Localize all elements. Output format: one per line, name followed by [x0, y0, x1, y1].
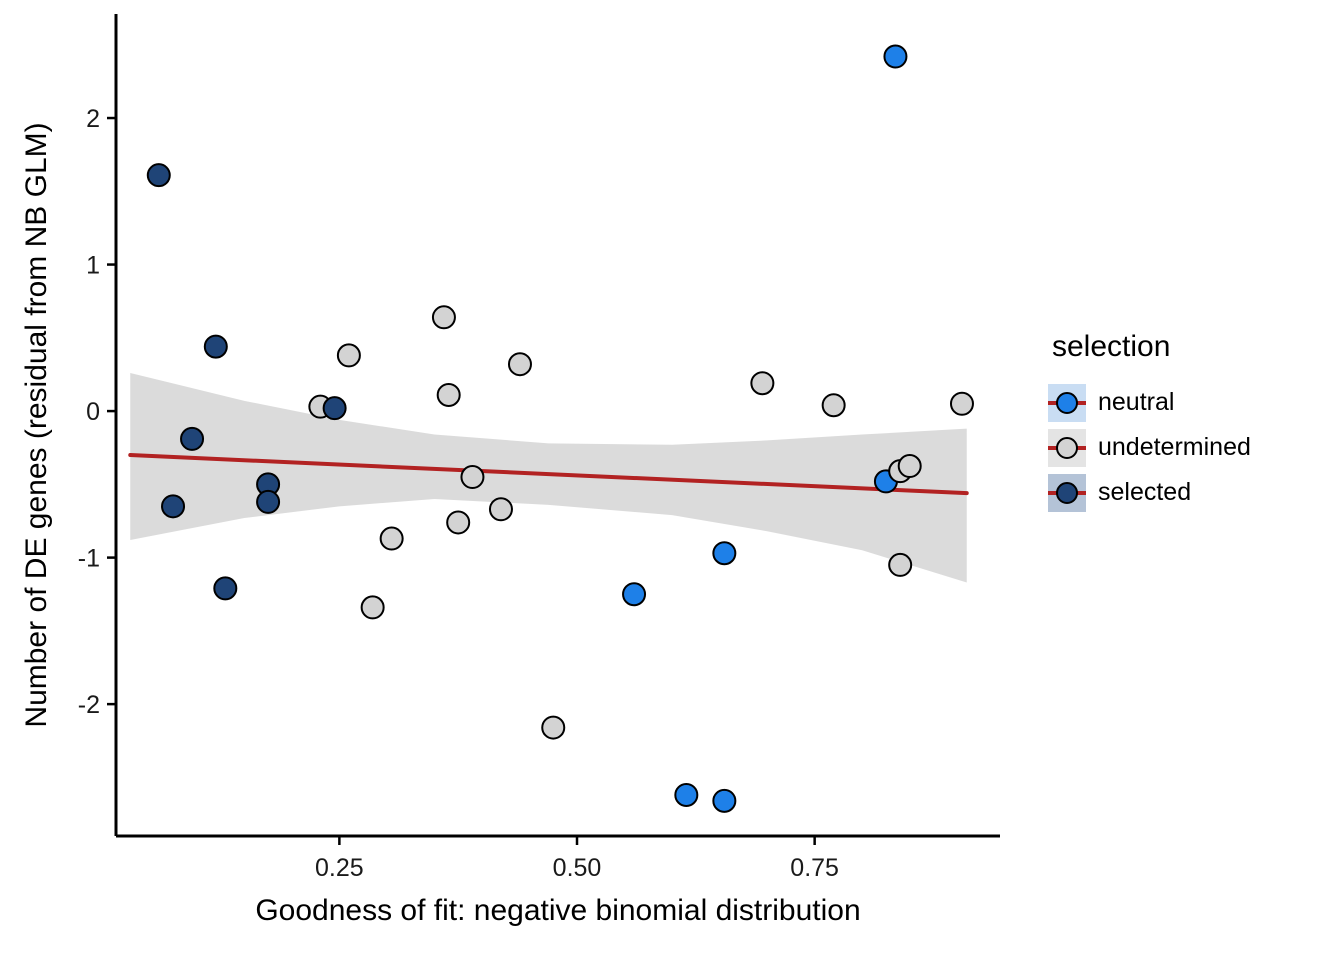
- data-point-undetermined: [897, 454, 922, 479]
- legend-items: neutral undetermined selected: [1048, 380, 1251, 515]
- data-point-undetermined: [460, 465, 485, 490]
- data-point-selected: [322, 396, 347, 421]
- regression-line-layer: [128, 453, 969, 496]
- x-tick-label: 0.25: [315, 854, 364, 882]
- data-points-layer: [146, 44, 974, 813]
- data-point-undetermined: [360, 595, 385, 620]
- confidence-band: [130, 372, 967, 583]
- y-tick-label: -2: [78, 691, 100, 719]
- data-point-undetermined: [821, 393, 846, 418]
- data-point-undetermined: [949, 391, 974, 416]
- x-tick-label: 0.50: [553, 854, 602, 882]
- point-sample-icon: [1056, 481, 1078, 504]
- data-point-undetermined: [436, 382, 461, 407]
- data-point-undetermined: [541, 715, 566, 740]
- data-point-selected: [161, 494, 186, 519]
- regression-line: [128, 453, 969, 496]
- x-tick-label: 0.75: [790, 854, 839, 882]
- y-tick-label: 2: [86, 105, 100, 133]
- point-sample-icon: [1056, 391, 1078, 414]
- data-point-selected: [213, 576, 238, 601]
- data-point-undetermined: [507, 352, 532, 377]
- x-axis-title: Goodness of fit: negative binomial distr…: [255, 894, 860, 927]
- legend-key-undetermined: [1048, 428, 1086, 467]
- data-point-selected: [180, 426, 205, 451]
- y-axis-title: Number of DE genes (residual from NB GLM…: [20, 122, 53, 727]
- legend-key-selected: [1048, 473, 1086, 512]
- legend-key-neutral: [1048, 383, 1086, 422]
- axes-layer: 0.25 0.50 0.75 -2 -1 0 1 2: [78, 14, 1000, 882]
- y-tick-label: 1: [86, 252, 100, 280]
- data-point-undetermined: [431, 305, 456, 330]
- data-point-undetermined: [336, 343, 361, 368]
- data-point-undetermined: [488, 497, 513, 522]
- data-point-neutral: [712, 541, 737, 566]
- data-point-neutral: [674, 782, 699, 807]
- legend-item-neutral: neutral: [1048, 380, 1251, 425]
- point-sample-icon: [1056, 436, 1078, 459]
- legend-label-selected: selected: [1098, 478, 1192, 506]
- data-point-undetermined: [446, 510, 471, 535]
- y-tick-label: -1: [78, 545, 100, 573]
- data-point-neutral: [883, 44, 908, 69]
- y-tick-label: 0: [86, 398, 100, 426]
- legend-label-neutral: neutral: [1098, 388, 1175, 416]
- data-point-selected: [146, 163, 171, 188]
- data-point-neutral: [712, 788, 737, 813]
- data-point-selected: [203, 334, 228, 359]
- data-point-neutral: [622, 582, 647, 607]
- legend-item-selected: selected: [1048, 470, 1251, 515]
- legend-title: selection: [1052, 330, 1171, 363]
- data-point-selected: [256, 489, 281, 514]
- confidence-band-layer: [130, 372, 967, 583]
- legend-item-undetermined: undetermined: [1048, 425, 1251, 470]
- legend: selection neutral undetermined selected: [1048, 330, 1251, 515]
- data-point-undetermined: [888, 552, 913, 577]
- legend-label-undetermined: undetermined: [1098, 433, 1251, 461]
- data-point-undetermined: [750, 371, 775, 396]
- data-point-undetermined: [379, 526, 404, 551]
